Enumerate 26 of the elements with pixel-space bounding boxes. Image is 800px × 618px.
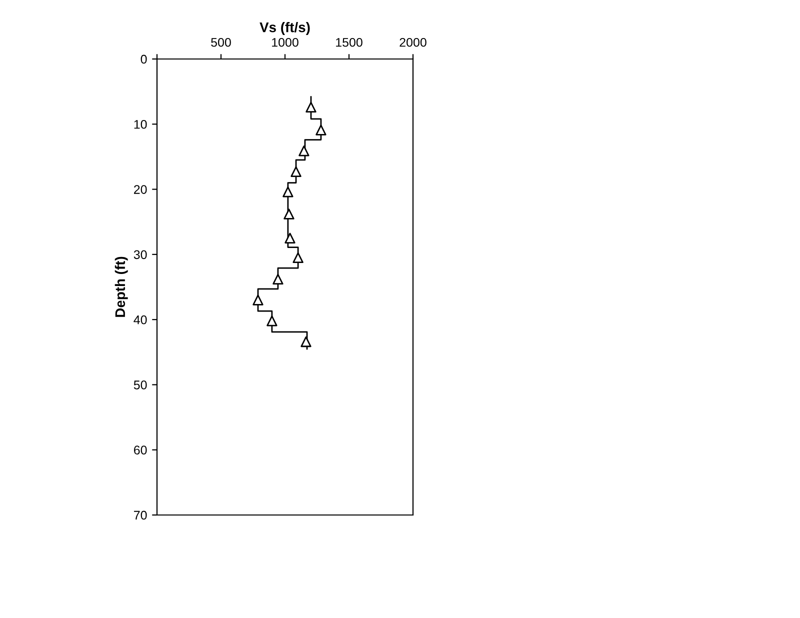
point [282, 186, 294, 198]
point [290, 166, 302, 178]
x-tick-label: 500 [211, 38, 231, 47]
y-tick-label: 40 [134, 315, 147, 324]
point [316, 124, 326, 136]
y-tick-label: 20 [134, 185, 147, 194]
y-tick-label: 30 [134, 250, 147, 260]
y-tick-label: 70 [134, 510, 147, 520]
y-tick-label: 50 [134, 380, 147, 390]
point [272, 274, 284, 285]
point [252, 294, 264, 306]
x-tick-label: 1500 [336, 38, 362, 47]
point [284, 208, 294, 220]
y-tick-label: 0 [140, 54, 147, 64]
point [306, 102, 316, 113]
point [284, 232, 296, 244]
x-tick-label: 1000 [272, 38, 298, 47]
point [292, 252, 304, 264]
point [300, 336, 312, 348]
y-axis-title: Depth (ft) [114, 256, 128, 317]
y-tick-label: 60 [134, 446, 147, 455]
y-tick-label: 10 [134, 120, 147, 129]
point [266, 316, 278, 326]
point [298, 146, 310, 156]
x-axis-title: Vs (ft/s) [260, 22, 310, 35]
x-tick-label: 2000 [400, 38, 426, 47]
